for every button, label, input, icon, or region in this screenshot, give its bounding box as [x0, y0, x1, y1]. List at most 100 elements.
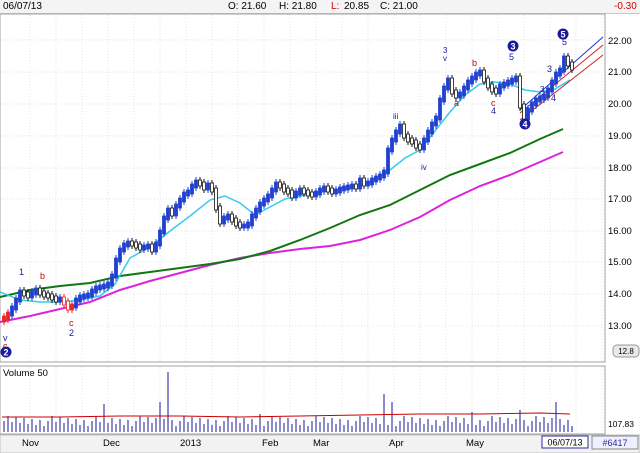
price-bar-body	[514, 75, 518, 83]
current-date: 06/07/13	[547, 438, 582, 448]
volume-title: Volume 50	[3, 368, 48, 379]
price-bar-body	[522, 103, 526, 121]
price-bar-body	[98, 284, 102, 291]
last-price-value: 12.8	[618, 347, 634, 356]
price-bar-body	[22, 289, 26, 297]
time-label-dec: Dec	[103, 438, 120, 449]
volume-panel	[0, 365, 606, 435]
price-bar-body	[410, 137, 414, 145]
price-bar-body	[294, 190, 298, 199]
wave-label-3-tiny: 3	[540, 85, 545, 94]
price-bar-body	[210, 182, 214, 193]
price-bar-body	[478, 69, 482, 77]
price-bar-body	[342, 185, 346, 192]
price-bar-body	[334, 188, 338, 195]
price-bar-body	[406, 133, 410, 143]
price-bar-body	[302, 187, 306, 195]
price-bar-body	[30, 290, 34, 299]
header-low-value: 20.85	[344, 1, 370, 12]
circle-wave-3-marker	[507, 40, 519, 52]
circle-wave-2: 2	[3, 348, 8, 358]
price-bar-body	[310, 191, 314, 198]
circle-wave-5: 5	[560, 30, 565, 40]
time-axis: Nov Dec 2013 Feb Mar Apr May	[22, 438, 484, 449]
price-tick-15: 15.00	[608, 257, 632, 268]
price-bar-body	[198, 179, 202, 187]
price-bar-body	[102, 283, 106, 290]
price-tick-19: 19.00	[608, 131, 632, 142]
price-bar-body	[466, 79, 470, 91]
price-bar-body	[362, 177, 366, 187]
price-tick-14: 14.00	[608, 289, 632, 300]
price-bar-body	[150, 243, 154, 253]
price-bar-body	[18, 289, 22, 303]
price-bar-body	[10, 305, 14, 317]
price-bar-body	[114, 257, 118, 279]
price-bar-body	[458, 91, 462, 99]
wave-label-3-small: 3	[443, 46, 448, 55]
price-bar-body	[538, 95, 542, 103]
wave-label-5-sub: 5	[562, 37, 567, 47]
price-bar-body	[38, 287, 42, 296]
price-bar-body	[394, 129, 398, 143]
wave-label-c-upper: c	[491, 98, 496, 108]
price-bar-body	[134, 241, 138, 249]
price-bar-body	[242, 223, 246, 229]
moving-average-mid-line	[0, 128, 564, 298]
price-bar-body	[118, 247, 122, 263]
price-bar-body	[374, 175, 378, 183]
price-bar-body	[186, 189, 190, 197]
price-bar-body	[330, 187, 334, 195]
price-tick-17: 17.00	[608, 194, 632, 205]
price-bar-body	[422, 137, 426, 151]
price-bar-body	[182, 191, 186, 203]
price-bar-body	[14, 297, 18, 311]
price-bar-body	[534, 97, 538, 107]
price-bar-body	[230, 213, 234, 223]
price-bar-body	[446, 77, 450, 91]
price-bar-body	[238, 221, 242, 229]
price-bar-body	[490, 83, 494, 93]
wave-label-iii: iii	[393, 112, 399, 121]
circle-wave-3: 3	[510, 42, 515, 52]
price-bar-body	[366, 180, 370, 187]
price-bar-body	[386, 147, 390, 175]
header-open: O: 21.60	[228, 1, 267, 12]
price-bar-body	[494, 87, 498, 95]
price-bar-body	[162, 215, 166, 235]
price-bar-body	[138, 243, 142, 251]
time-label-mar: Mar	[313, 438, 329, 449]
time-label-feb: Feb	[262, 438, 278, 449]
price-bar-body	[2, 315, 6, 323]
current-date-box[interactable]	[541, 435, 589, 449]
price-bar-body	[382, 169, 386, 179]
price-bar-body	[566, 55, 570, 67]
price-bar-body	[250, 213, 254, 227]
price-bar-body	[26, 291, 30, 299]
price-bars	[2, 53, 574, 325]
price-bar-body	[6, 311, 10, 321]
price-bar-body	[42, 290, 46, 298]
price-bar-body	[246, 221, 250, 229]
price-bar-body	[58, 296, 62, 303]
circle-wave-2-marker	[0, 346, 12, 358]
header-high: H: 21.80	[279, 1, 317, 12]
price-bar-body	[414, 139, 418, 149]
price-bar-body	[510, 77, 514, 85]
price-bar-body	[450, 77, 454, 95]
price-bar-body	[222, 215, 226, 225]
price-bar-body	[358, 177, 362, 190]
price-bar-body	[154, 241, 158, 253]
price-bar-body	[370, 177, 374, 186]
price-bar-body	[50, 293, 54, 301]
price-bar-body	[174, 203, 178, 217]
price-bar-body	[266, 193, 270, 203]
price-bar-body	[262, 197, 266, 207]
wave-label-4-small: 4	[491, 106, 496, 116]
price-bar-body	[234, 217, 238, 227]
header-change: -0.30	[614, 1, 637, 12]
price-tick-21: 21.00	[608, 67, 632, 78]
last-price-badge	[612, 344, 640, 358]
price-bar-body	[290, 189, 294, 199]
